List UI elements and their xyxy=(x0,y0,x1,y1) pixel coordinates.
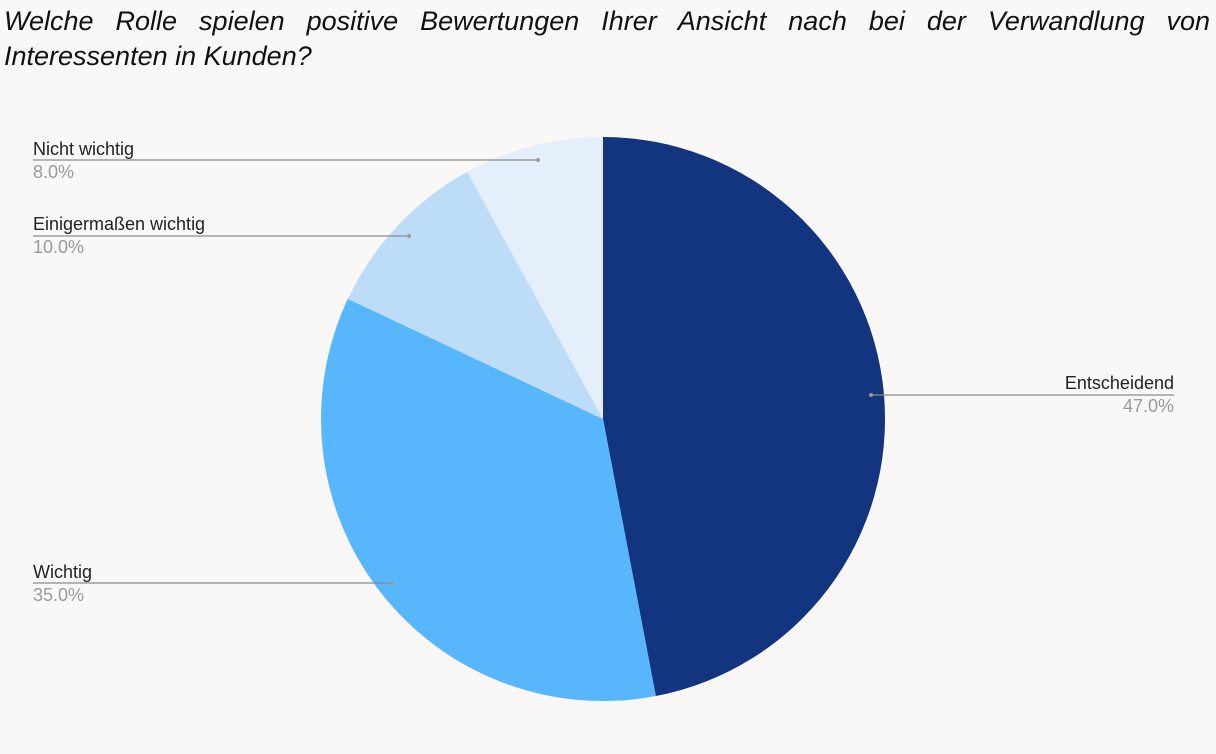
pie-slice-einigermassen-wichtig xyxy=(347,171,603,419)
pie-slice-entscheidend xyxy=(603,137,886,697)
slice-label-wichtig: Wichtig xyxy=(33,562,92,582)
pie-slice-wichtig xyxy=(320,298,656,702)
leader-dot-wichtig xyxy=(390,581,394,585)
slice-labels: Entscheidend 47.0% Wichtig 35.0% Einigermaße… xyxy=(33,139,1174,605)
pie-slice-nicht-wichtig xyxy=(467,137,603,419)
pie-slices xyxy=(320,137,886,702)
slice-label-einigermassen-wichtig: Einigermaßen wichtig xyxy=(33,214,205,234)
slice-value-wichtig: 35.0% xyxy=(33,585,84,605)
slice-value-einigermassen-wichtig: 10.0% xyxy=(33,237,84,257)
slice-label-entscheidend: Entscheidend xyxy=(1065,373,1174,393)
leader-dot-nicht-wichtig xyxy=(536,158,540,162)
slice-value-entscheidend: 47.0% xyxy=(1123,396,1174,416)
chart-title: Welche Rolle spielen positive Bewertunge… xyxy=(4,6,1210,71)
slice-value-nicht-wichtig: 8.0% xyxy=(33,162,74,182)
leader-dot-entscheidend xyxy=(869,393,873,397)
slice-label-nicht-wichtig: Nicht wichtig xyxy=(33,139,134,159)
leader-dot-einigermassen-wichtig xyxy=(407,234,411,238)
